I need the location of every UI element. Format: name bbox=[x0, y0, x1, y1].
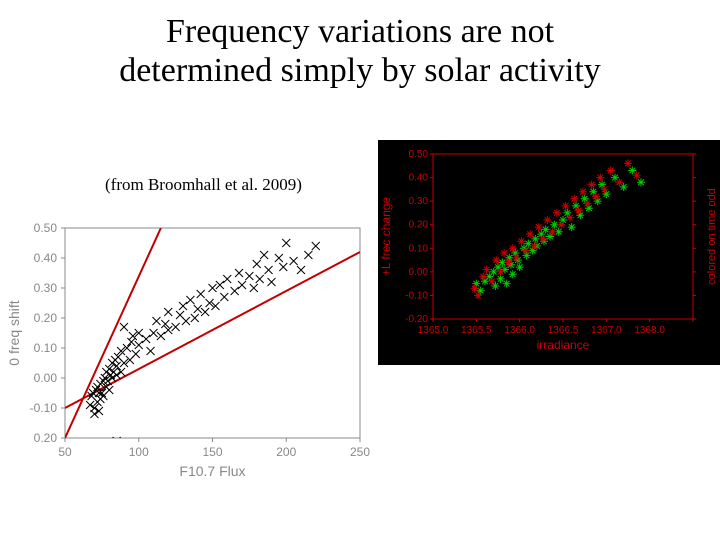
svg-text:100: 100 bbox=[129, 445, 149, 459]
svg-text:1366.0: 1366.0 bbox=[504, 325, 535, 336]
svg-text:0.40: 0.40 bbox=[34, 251, 58, 265]
svg-text:irradiance: irradiance bbox=[537, 338, 590, 352]
svg-text:colored on time odd: colored on time odd bbox=[706, 188, 718, 285]
svg-text:0.10: 0.10 bbox=[409, 243, 429, 254]
svg-text:1365.5: 1365.5 bbox=[461, 325, 492, 336]
svg-text:200: 200 bbox=[276, 445, 296, 459]
left-scatter-chart: 0.20 -0.10 0.00 0.10 0.20 0.30 0.40 0.50 50 100 15… bbox=[5, 218, 375, 493]
svg-text:0.00: 0.00 bbox=[34, 371, 58, 385]
svg-text:0.40: 0.40 bbox=[409, 173, 429, 184]
right-scatter-chart: -0.20 -0.10 0.00 0.10 0.20 0.30 0.40 0.50 1365.0… bbox=[378, 140, 720, 365]
svg-text:F10.7 Flux: F10.7 Flux bbox=[179, 463, 245, 479]
svg-text:0 freq shift: 0 freq shift bbox=[6, 300, 22, 365]
svg-text:0.00: 0.00 bbox=[409, 267, 429, 278]
svg-text:250: 250 bbox=[350, 445, 370, 459]
svg-text:0.20: 0.20 bbox=[34, 311, 58, 325]
citation-text: (from Broomhall et al. 2009) bbox=[105, 175, 302, 195]
svg-text:1367.0: 1367.0 bbox=[591, 325, 622, 336]
page-title: Frequency variations are not determined … bbox=[0, 0, 720, 90]
svg-text:+L frec change: +L frec change bbox=[379, 197, 393, 277]
svg-text:-0.20: -0.20 bbox=[405, 314, 428, 325]
svg-text:1366.5: 1366.5 bbox=[548, 325, 579, 336]
svg-text:0.50: 0.50 bbox=[34, 221, 58, 235]
svg-text:0.30: 0.30 bbox=[34, 281, 58, 295]
svg-text:1365.0: 1365.0 bbox=[418, 325, 449, 336]
svg-text:0.20: 0.20 bbox=[34, 431, 58, 445]
right-chart-svg: -0.20 -0.10 0.00 0.10 0.20 0.30 0.40 0.50 1365.0… bbox=[378, 140, 720, 365]
svg-text:50: 50 bbox=[58, 445, 72, 459]
title-line-1: Frequency variations are not bbox=[166, 13, 554, 50]
svg-text:0.10: 0.10 bbox=[34, 341, 58, 355]
svg-text:150: 150 bbox=[202, 445, 222, 459]
svg-text:-0.10: -0.10 bbox=[30, 401, 58, 415]
title-line-2: determined simply by solar activity bbox=[119, 52, 601, 89]
svg-text:0.50: 0.50 bbox=[409, 149, 429, 160]
svg-text:0.20: 0.20 bbox=[409, 220, 429, 231]
svg-text:0.30: 0.30 bbox=[409, 196, 429, 207]
svg-text:1368.0: 1368.0 bbox=[634, 325, 665, 336]
svg-text:-0.10: -0.10 bbox=[405, 290, 428, 301]
left-chart-svg: 0.20 -0.10 0.00 0.10 0.20 0.30 0.40 0.50 50 100 15… bbox=[5, 218, 375, 493]
